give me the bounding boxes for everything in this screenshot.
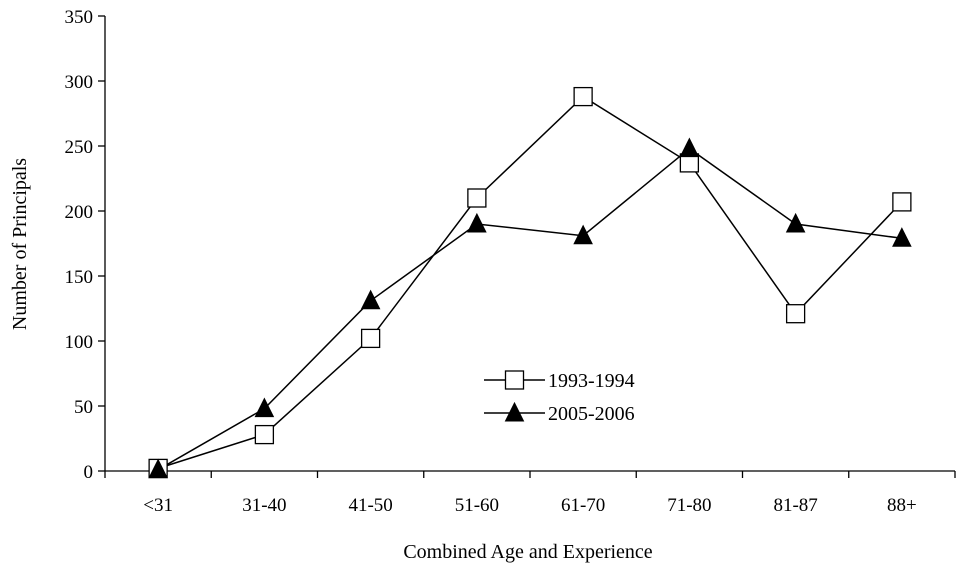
series-1 (157, 95, 903, 470)
legend-item: 2005-2006 (484, 401, 635, 425)
series-2 (157, 147, 902, 471)
y-tick-label: 200 (65, 202, 94, 223)
x-tick-label: 31-40 (242, 495, 286, 516)
legend-marker (504, 401, 525, 422)
x-tick-label: 71-80 (667, 495, 711, 516)
x-axis-ticks: <31 31-40 41-50 51-60 61-70 71-80 81-87 88+ (104, 471, 956, 516)
data-point (467, 212, 487, 233)
data-point (892, 227, 912, 247)
y-tick-label: 150 (65, 267, 94, 288)
data-point (892, 192, 912, 212)
legend: 1993-1994 2005-2006 (484, 370, 635, 425)
series-line (157, 147, 902, 471)
data-point (679, 137, 700, 158)
y-axis-title: Number of Principals (9, 158, 31, 330)
x-axis-title: Combined Age and Experience (403, 541, 652, 563)
y-axis-ticks: 0 50 100 150 200 250 300 350 (65, 7, 105, 483)
data-point (467, 188, 487, 208)
x-tick-label: 88+ (887, 495, 917, 516)
series-line (157, 95, 903, 470)
data-point (254, 397, 275, 418)
axes (104, 16, 955, 472)
y-tick-label: 300 (65, 72, 94, 93)
legend-marker (504, 370, 525, 390)
data-point (254, 424, 275, 445)
y-tick-label: 0 (84, 462, 94, 483)
y-tick-label: 100 (65, 332, 94, 353)
x-tick-label: 81-87 (773, 495, 817, 516)
data-point (573, 224, 593, 245)
legend-label: 2005-2006 (548, 403, 635, 425)
x-tick-label: 41-50 (348, 495, 392, 516)
y-tick-label: 350 (65, 7, 94, 28)
data-point (785, 304, 806, 324)
y-tick-label: 50 (74, 397, 93, 418)
series-2-markers (148, 137, 912, 479)
series-layer (148, 86, 912, 479)
series-1-markers (148, 86, 912, 479)
data-point (785, 212, 806, 233)
y-tick-label: 250 (65, 137, 94, 158)
x-tick-label: 51-60 (455, 495, 499, 516)
data-point (360, 328, 381, 349)
x-tick-label: <31 (143, 495, 173, 516)
legend-item: 1993-1994 (484, 370, 635, 392)
x-tick-label: 61-70 (561, 495, 605, 516)
data-point (360, 289, 381, 310)
data-point (148, 458, 168, 479)
legend-label: 1993-1994 (548, 370, 635, 392)
data-point (573, 86, 593, 107)
